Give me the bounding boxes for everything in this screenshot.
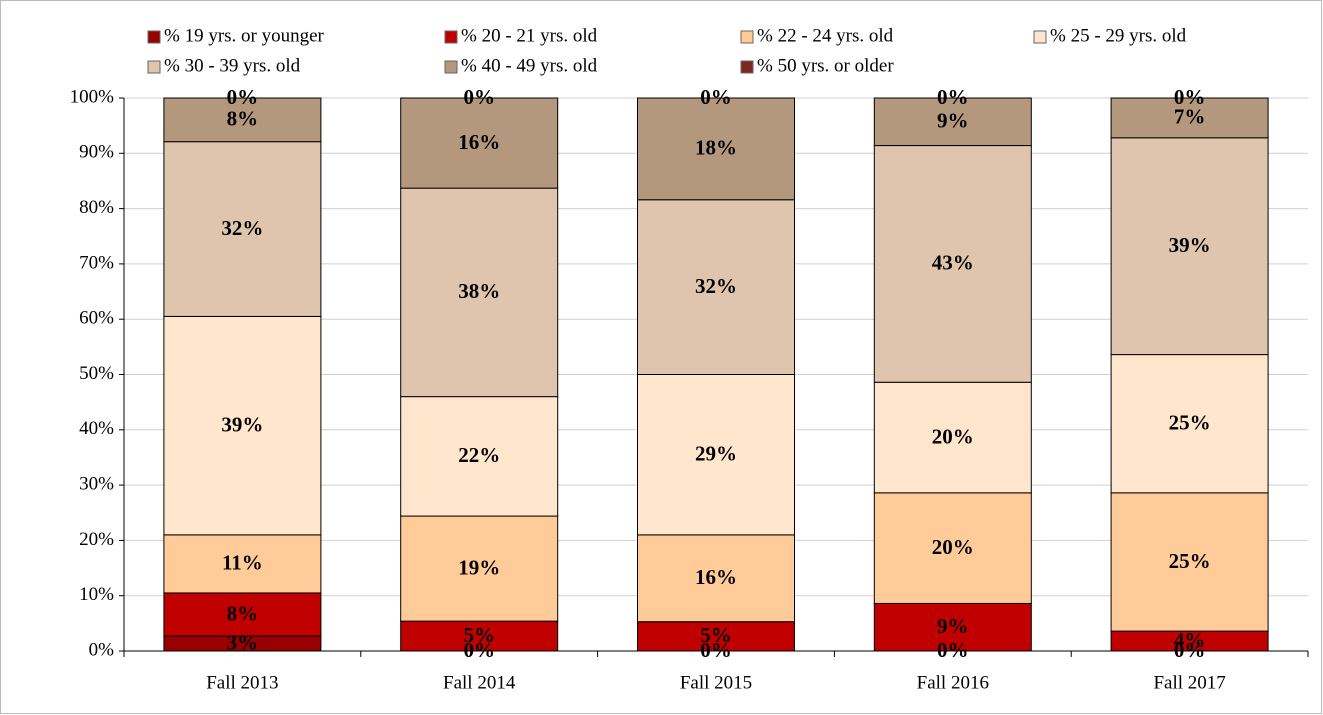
value-label: 4% — [1174, 628, 1206, 652]
value-label: 5% — [463, 623, 495, 647]
value-label: 0% — [700, 85, 732, 109]
y-tick-label: 0% — [89, 639, 115, 660]
bar-segment — [400, 620, 559, 652]
value-label: 19% — [458, 555, 500, 579]
value-label: 8% — [227, 107, 259, 131]
bar-segment — [873, 145, 1032, 383]
value-label: 9% — [937, 614, 969, 638]
bar-segment — [873, 381, 1032, 494]
legend-swatch — [1033, 30, 1047, 44]
y-tick-label: 70% — [79, 252, 114, 273]
value-label: 20% — [932, 535, 974, 559]
value-label: 39% — [221, 412, 263, 436]
x-tick-label: Fall 2014 — [443, 672, 516, 693]
value-label: 38% — [458, 279, 500, 303]
legend-label: % 20 - 21 yrs. old — [461, 25, 598, 46]
value-label: 0% — [1174, 638, 1206, 662]
y-tick-label: 100% — [70, 86, 115, 107]
value-label: 43% — [932, 251, 974, 275]
bar-segment — [637, 374, 795, 536]
value-label: 5% — [700, 623, 732, 647]
bar-segment — [163, 592, 322, 637]
bar-segment — [400, 187, 559, 398]
bar-segment — [873, 97, 1032, 147]
value-label: 3% — [227, 630, 259, 654]
bar-segment — [1110, 492, 1269, 632]
bar-segment — [637, 534, 795, 623]
bar-segment — [163, 534, 322, 594]
value-label: 39% — [1169, 233, 1211, 257]
value-label: 25% — [1169, 411, 1211, 435]
y-tick-label: 20% — [79, 529, 114, 550]
legend-label: % 50 yrs. or older — [757, 55, 894, 76]
y-tick-label: 30% — [79, 473, 114, 494]
value-label: 8% — [227, 601, 259, 625]
y-tick-label: 60% — [79, 308, 114, 329]
value-label: 16% — [458, 130, 500, 154]
value-label: 11% — [222, 551, 263, 575]
value-label: 7% — [1174, 105, 1206, 129]
bar-segment — [637, 199, 795, 375]
value-label: 9% — [937, 109, 969, 133]
bar-segment — [873, 602, 1032, 652]
value-label: 0% — [937, 638, 969, 662]
legend-label: % 19 yrs. or younger — [164, 25, 325, 46]
y-tick-label: 10% — [79, 584, 114, 605]
bar-segment — [400, 97, 559, 189]
value-label: 0% — [1174, 85, 1206, 109]
legend-label: % 25 - 29 yrs. old — [1050, 25, 1187, 46]
y-tick-label: 80% — [79, 197, 114, 218]
legend-swatch — [147, 60, 161, 74]
value-label: 20% — [932, 424, 974, 448]
value-label: 32% — [695, 274, 737, 298]
bar-segment — [1110, 97, 1269, 139]
value-label: 29% — [695, 441, 737, 465]
value-label: 25% — [1169, 549, 1211, 573]
bar-segment — [1110, 354, 1269, 494]
bar-segment — [163, 315, 322, 536]
legend-swatch — [444, 60, 458, 74]
legend-swatch — [740, 60, 754, 74]
x-tick-label: Fall 2016 — [917, 672, 989, 693]
y-tick-label: 50% — [79, 363, 114, 384]
legend-swatch — [147, 30, 161, 44]
legend-label: % 30 - 39 yrs. old — [164, 55, 301, 76]
legend-label: % 22 - 24 yrs. old — [757, 25, 894, 46]
value-label: 0% — [937, 85, 969, 109]
y-tick-label: 90% — [79, 142, 114, 163]
value-label: 0% — [700, 638, 732, 662]
value-label: 0% — [463, 638, 495, 662]
bar-segment — [163, 141, 322, 317]
value-label: 32% — [221, 216, 263, 240]
value-label: 0% — [463, 85, 495, 109]
legend-swatch — [444, 30, 458, 44]
legend-swatch — [740, 30, 754, 44]
bar-segment — [163, 97, 322, 143]
x-tick-label: Fall 2017 — [1153, 672, 1225, 693]
bar-segment — [400, 396, 559, 517]
y-tick-label: 40% — [79, 418, 114, 439]
value-label: 16% — [695, 565, 737, 589]
x-tick-label: Fall 2013 — [206, 672, 278, 693]
value-label: 0% — [227, 85, 259, 109]
bar-segment — [637, 97, 795, 201]
legend-label: % 40 - 49 yrs. old — [461, 55, 598, 76]
value-label: 22% — [458, 443, 500, 467]
bar-segment — [400, 515, 559, 622]
x-tick-label: Fall 2015 — [680, 672, 752, 693]
value-label: 18% — [695, 136, 737, 160]
